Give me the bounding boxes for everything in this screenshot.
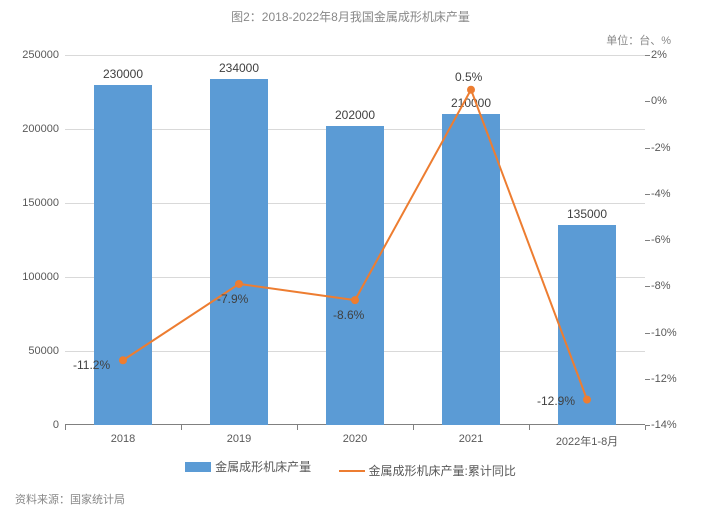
- y2-tick-label: -6%: [651, 234, 671, 246]
- x-tick-mark: [645, 425, 646, 430]
- y2-tick-mark: [645, 55, 650, 56]
- y2-tick-mark: [645, 286, 650, 287]
- source-label: 资料来源：国家统计局: [15, 491, 125, 507]
- line-marker: [583, 396, 591, 404]
- y2-tick-label: -2%: [651, 142, 671, 154]
- legend-swatch-bar: [185, 462, 211, 472]
- unit-label: 单位：台、%: [606, 32, 671, 48]
- y1-tick-label: 50000: [28, 345, 59, 357]
- x-axis-label: 2019: [227, 433, 251, 445]
- line-marker: [235, 280, 243, 288]
- x-tick-mark: [413, 425, 414, 430]
- x-axis-label: 2018: [111, 433, 135, 445]
- x-axis-label: 2020: [343, 433, 367, 445]
- y1-tick-label: 100000: [22, 271, 59, 283]
- x-axis-label: 2021: [459, 433, 483, 445]
- y1-tick-label: 250000: [22, 49, 59, 61]
- legend-swatch-line: [339, 470, 365, 472]
- x-tick-mark: [181, 425, 182, 430]
- plot: 050000100000150000200000250000-14%-12%-1…: [65, 55, 645, 425]
- y1-tick-label: 0: [53, 419, 59, 431]
- y2-tick-label: -12%: [651, 373, 677, 385]
- legend: 金属成形机床产量 金属成形机床产量:累计同比: [0, 458, 701, 479]
- y2-tick-label: -8%: [651, 280, 671, 292]
- x-tick-mark: [297, 425, 298, 430]
- legend-bar-label: 金属成形机床产量: [215, 458, 311, 475]
- line-marker: [351, 296, 359, 304]
- y2-tick-mark: [645, 194, 650, 195]
- legend-item-bar: 金属成形机床产量: [185, 458, 311, 475]
- chart-title: 图2：2018-2022年8月我国金属成形机床产量: [0, 0, 701, 25]
- line-value-label: 0.5%: [455, 70, 482, 84]
- chart-area: 050000100000150000200000250000-14%-12%-1…: [65, 55, 645, 425]
- line-value-label: -8.6%: [333, 308, 364, 322]
- x-axis-label: 2022年1-8月: [556, 433, 618, 449]
- y2-tick-label: -10%: [651, 327, 677, 339]
- line-value-label: -7.9%: [217, 292, 248, 306]
- y2-tick-mark: [645, 101, 650, 102]
- line-svg: [65, 55, 645, 425]
- line-value-label: -11.2%: [73, 358, 110, 372]
- y2-tick-mark: [645, 148, 650, 149]
- y2-tick-label: -4%: [651, 188, 671, 200]
- y2-tick-label: -14%: [651, 419, 677, 431]
- x-tick-mark: [529, 425, 530, 430]
- y2-tick-label: 0%: [651, 95, 667, 107]
- y1-tick-label: 150000: [22, 197, 59, 209]
- line-path: [123, 90, 587, 400]
- legend-line-label: 金属成形机床产量:累计同比: [369, 462, 516, 479]
- y2-tick-label: 2%: [651, 49, 667, 61]
- y2-tick-mark: [645, 379, 650, 380]
- y1-tick-label: 200000: [22, 123, 59, 135]
- y2-tick-mark: [645, 240, 650, 241]
- line-marker: [467, 86, 475, 94]
- legend-item-line: 金属成形机床产量:累计同比: [339, 462, 516, 479]
- line-value-label: -12.9%: [537, 394, 575, 408]
- y2-tick-mark: [645, 333, 650, 334]
- line-marker: [119, 356, 127, 364]
- x-tick-mark: [65, 425, 66, 430]
